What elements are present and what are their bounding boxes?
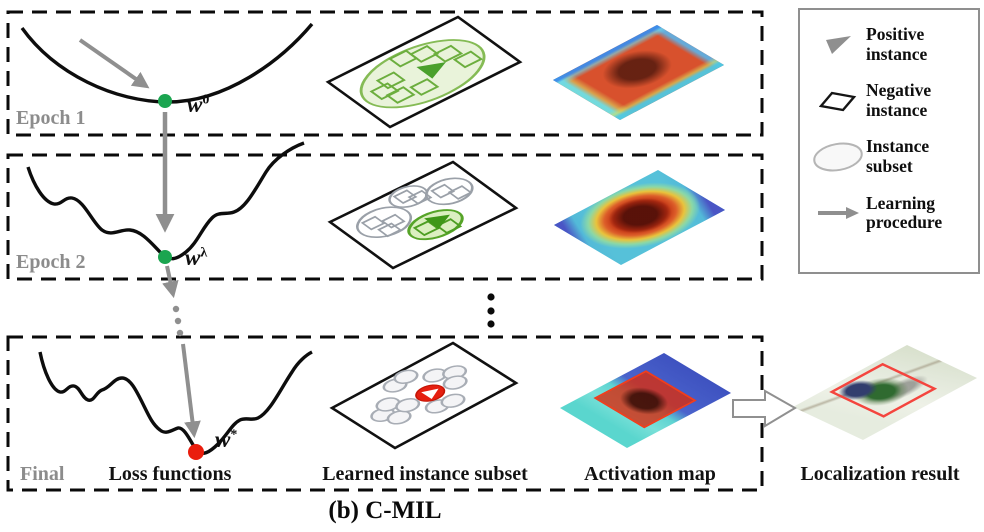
- legend-label: Positive instance: [866, 24, 928, 64]
- localization-result-label: Localization result: [800, 463, 960, 485]
- continuation-arrow-3: [181, 343, 201, 439]
- learning-procedure-icon: [810, 206, 866, 220]
- minimum-point-wlambda: [158, 250, 172, 264]
- loss-curve-epoch1: [20, 22, 314, 104]
- legend-item-instance-subset: Instance subset: [810, 137, 974, 176]
- wlambda-sup: λ: [200, 245, 208, 261]
- minimum-point-wstar: [188, 444, 204, 460]
- activation-map-label: Activation map: [584, 463, 716, 485]
- legend-item-learning-procedure: Learning procedure: [810, 192, 974, 233]
- learning-arrow-epoch1: [78, 38, 150, 89]
- legend-item-negative-instance: Negative instance: [810, 80, 974, 120]
- wstar-sup: *: [230, 427, 238, 443]
- legend-label: Instance subset: [866, 136, 930, 176]
- instance-plane-final: [329, 341, 519, 450]
- legend-item-positive-instance: Positive instance: [810, 24, 974, 64]
- legend-label: Negative instance: [866, 80, 932, 120]
- final-label: Final: [20, 463, 65, 485]
- learned-instance-subset-label: Learned instance subset: [322, 463, 528, 485]
- result-arrow: [732, 389, 797, 428]
- epoch2-box: [6, 153, 764, 281]
- negative-instance-icon: [810, 89, 866, 113]
- instance-subset-icon: [810, 139, 866, 175]
- loss-curve-final: [38, 350, 313, 455]
- figure-caption: (b) C-MIL: [328, 497, 442, 524]
- epoch1-box: [6, 10, 764, 137]
- legend-box: Positive instance Negative instance Inst…: [798, 8, 980, 274]
- instance-plane-epoch1: [325, 15, 523, 129]
- legend-label: Learning procedure: [866, 192, 943, 233]
- loss-functions-label: Loss functions: [108, 463, 232, 485]
- continuation-ellipsis: [172, 305, 184, 337]
- continuation-arrow-2: [162, 265, 179, 299]
- epoch1-label: Epoch 1: [16, 107, 86, 129]
- epoch2-label: Epoch 2: [16, 251, 86, 273]
- rows-ellipsis: [487, 293, 495, 328]
- instance-plane-epoch2: [327, 160, 519, 270]
- minimum-point-w0: [158, 94, 172, 108]
- w0-sup: 0: [202, 92, 210, 108]
- positive-instance-icon: [810, 34, 866, 56]
